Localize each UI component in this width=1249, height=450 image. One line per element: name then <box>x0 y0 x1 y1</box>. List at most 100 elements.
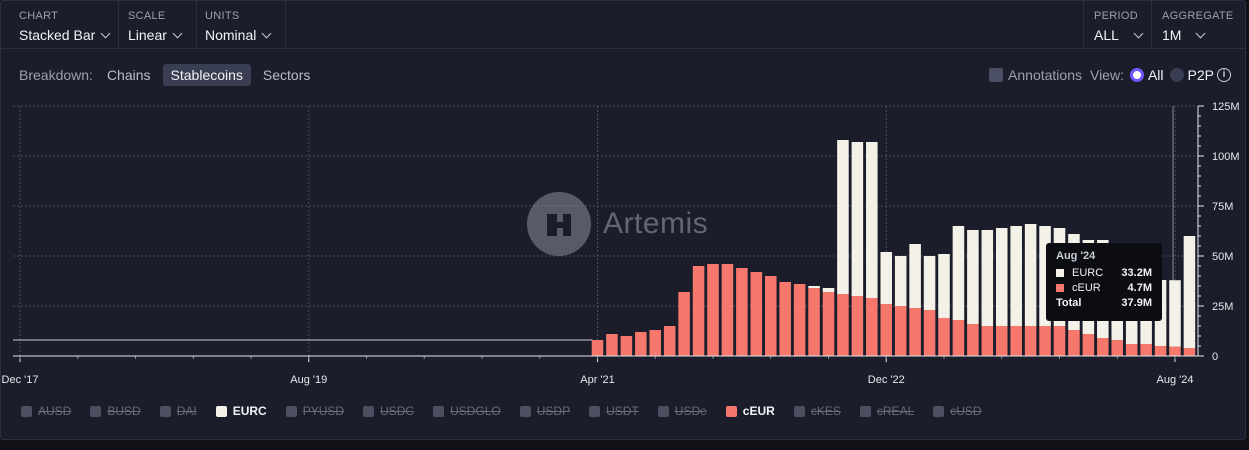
chart-panel: CHART Stacked Bar SCALE Linear UNITS Nom… <box>0 0 1246 440</box>
view-all-radio[interactable] <box>1129 68 1144 82</box>
bar-segment-eurc <box>880 252 893 304</box>
y-tick-label: 0 <box>1212 351 1218 363</box>
tooltip-row: cEUR 4.7M <box>1056 280 1152 295</box>
tooltip-series-name: cEUR <box>1072 281 1101 294</box>
legend-item-busd[interactable]: BUSD <box>90 404 141 418</box>
legend-item-pyusd[interactable]: PYUSD <box>285 404 344 418</box>
annotations-label: Annotations <box>1008 67 1082 83</box>
tooltip-swatch <box>1056 283 1064 292</box>
bar-segment-ceur <box>764 276 777 356</box>
tooltip-series-name: EURC <box>1072 266 1104 279</box>
period-value: ALL <box>1094 27 1119 43</box>
bar-segment-eurc <box>952 226 965 320</box>
period-label: PERIOD <box>1094 10 1138 22</box>
bar-segment-eurc <box>981 230 994 326</box>
tooltip-swatch <box>1056 268 1064 277</box>
breakdown-label: Breakdown: <box>19 67 93 83</box>
legend-item-ckes[interactable]: cKES <box>793 404 841 418</box>
legend-item-usdc[interactable]: USDC <box>363 404 414 418</box>
view-label: View: <box>1089 67 1124 83</box>
bar-segment-ceur <box>1053 326 1066 356</box>
legend-item-usdt[interactable]: USDT <box>589 404 639 418</box>
bar-segment-eurc <box>995 228 1008 326</box>
chart-type-select[interactable]: CHART Stacked Bar <box>1 1 119 49</box>
annotations-checkbox[interactable] <box>989 68 1004 82</box>
y-tick-label: 100M <box>1212 151 1240 163</box>
bar-segment-eurc <box>938 254 950 318</box>
x-tick-label: Aug '19 <box>290 374 327 386</box>
units-value: Nominal <box>205 27 257 43</box>
chart-legend: AUSD BUSD DAI EURC PYUSD USDC USDGLO USDP USDT US… <box>21 404 1001 418</box>
legend-item-cusd[interactable]: cUSD <box>933 404 982 418</box>
legend-label: cKES <box>810 404 841 418</box>
x-tick-label: Dec '22 <box>868 374 905 386</box>
legend-label: USDe <box>674 404 707 418</box>
legend-swatch <box>725 405 737 417</box>
legend-item-usde[interactable]: USDe <box>657 404 707 418</box>
legend-item-creal[interactable]: cREAL <box>859 404 915 418</box>
bar-segment-ceur <box>793 284 806 356</box>
legend-label: cUSD <box>950 404 982 418</box>
tooltip-total-row: Total 37.9M <box>1056 295 1152 310</box>
bar-segment-ceur <box>620 336 633 356</box>
bar-segment-eurc <box>866 142 878 298</box>
bar-segment-ceur <box>678 292 690 356</box>
aggregate-value: 1M <box>1162 27 1182 43</box>
legend-item-ceur[interactable]: cEUR <box>725 404 775 418</box>
bar-segment-ceur <box>635 332 647 356</box>
bar-segment-ceur <box>923 310 936 356</box>
legend-label: USDC <box>380 404 415 418</box>
bar-segment-eurc <box>967 230 979 324</box>
legend-swatch <box>21 405 32 417</box>
breakdown-chains[interactable]: Chains <box>106 67 151 83</box>
artemis-watermark: Artemis <box>527 192 708 256</box>
tooltip-series-value: 33.2M <box>1121 266 1152 279</box>
legend-label: cREAL <box>876 404 915 418</box>
info-icon[interactable]: i <box>1217 68 1231 82</box>
legend-swatch <box>215 405 227 417</box>
artemis-logo-icon <box>527 192 591 256</box>
legend-swatch <box>433 405 445 417</box>
bar-segment-ceur <box>1154 346 1167 356</box>
bar-segment-ceur <box>1125 344 1138 356</box>
legend-item-eurc[interactable]: EURC <box>215 404 267 418</box>
bar-segment-ceur <box>1097 338 1109 356</box>
legend-item-ausd[interactable]: AUSD <box>21 404 71 418</box>
period-select[interactable]: PERIOD ALL <box>1083 1 1151 49</box>
view-p2p-radio[interactable] <box>1169 68 1184 82</box>
bar-segment-eurc <box>822 288 835 292</box>
chart-toolbar: CHART Stacked Bar SCALE Linear UNITS Nom… <box>1 1 1245 49</box>
breakdown-selector: Breakdown: Chains Stablecoins Sectors <box>19 63 322 87</box>
bar-segment-ceur <box>1140 344 1152 356</box>
bar-segment-eurc <box>837 140 849 294</box>
units-label: UNITS <box>205 10 240 22</box>
aggregate-select[interactable]: AGGREGATE 1M <box>1151 1 1247 49</box>
x-tick-label: Aug '24 <box>1157 374 1194 386</box>
y-tick-label: 25M <box>1212 301 1233 313</box>
watermark-text: Artemis <box>603 207 709 240</box>
bar-segment-ceur <box>1024 326 1037 356</box>
bar-segment-ceur <box>1111 340 1124 356</box>
bar-segment-ceur <box>866 298 878 356</box>
tooltip-date: Aug '24 <box>1056 250 1096 262</box>
breakdown-sectors[interactable]: Sectors <box>262 67 311 83</box>
tooltip-row: EURC 33.2M <box>1056 265 1152 280</box>
units-select[interactable]: UNITS Nominal <box>197 1 286 49</box>
bar-segment-ceur <box>591 340 604 356</box>
scale-select[interactable]: SCALE Linear <box>119 1 197 49</box>
legend-label: USDT <box>606 404 639 418</box>
legend-swatch <box>933 405 945 417</box>
bar-segment-eurc <box>1010 226 1022 326</box>
legend-swatch <box>159 405 171 417</box>
legend-item-usdp[interactable]: USDP <box>519 404 570 418</box>
legend-label: DAI <box>176 404 197 418</box>
legend-item-dai[interactable]: DAI <box>159 404 197 418</box>
bar-segment-ceur <box>1010 326 1022 356</box>
aggregate-label: AGGREGATE <box>1162 10 1234 22</box>
legend-label: cEUR <box>742 404 775 418</box>
bar-segment-eurc <box>894 256 907 306</box>
legend-item-usdglo[interactable]: USDGLO <box>433 404 501 418</box>
tooltip-total-value: 37.9M <box>1121 296 1152 309</box>
legend-swatch <box>519 405 531 417</box>
breakdown-stablecoins[interactable]: Stablecoins <box>162 64 251 86</box>
